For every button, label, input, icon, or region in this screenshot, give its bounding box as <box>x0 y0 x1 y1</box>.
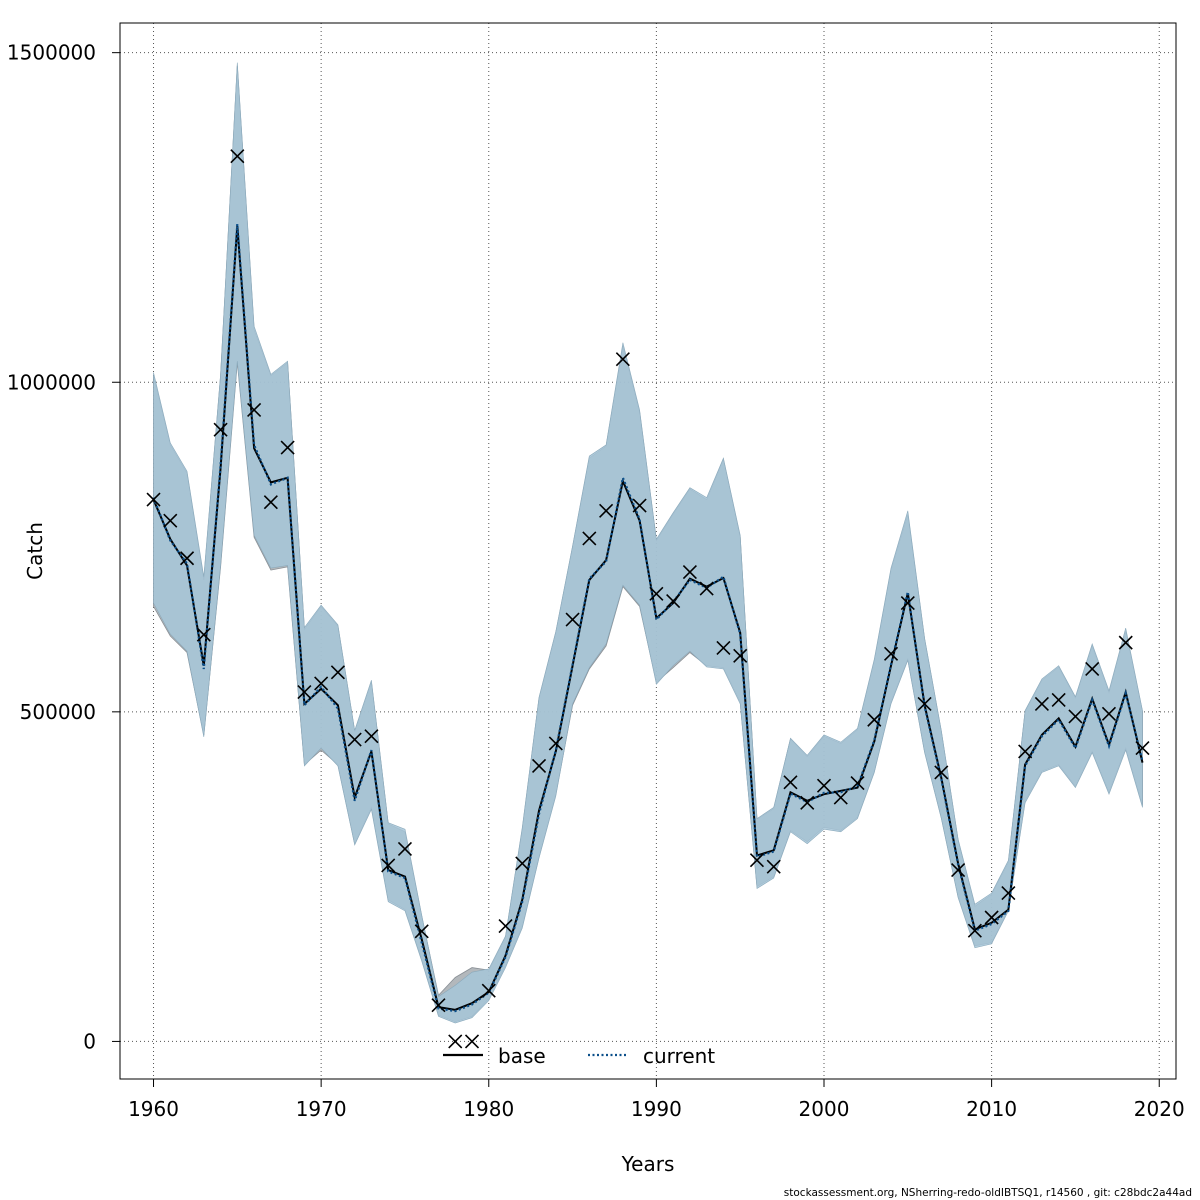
observed-point-2014 <box>1051 692 1066 708</box>
footer-credit: stockassessment.org, NSherring-redo-oldI… <box>784 1187 1192 1199</box>
observed-point-1981 <box>498 919 513 934</box>
x-tick-label-2000: 2000 <box>799 1097 850 1121</box>
observed-point-1992 <box>682 565 697 580</box>
observed-point-1986 <box>582 531 597 546</box>
observed-point-2017 <box>1101 706 1117 721</box>
y-tick-label-500000: 500000 <box>20 700 96 724</box>
observed-point-1993 <box>699 581 714 596</box>
observed-point-1976 <box>414 924 429 939</box>
legend-label-current: current <box>643 1044 715 1068</box>
observed-point-1967 <box>263 495 278 510</box>
observed-point-1999 <box>800 795 815 810</box>
observed-point-2005 <box>900 596 915 611</box>
observed-point-1978 <box>448 1034 463 1049</box>
observed-point-2008 <box>951 862 966 878</box>
x-tick-label-1980: 1980 <box>463 1097 514 1121</box>
observed-point-1962 <box>179 551 195 566</box>
observed-point-1984 <box>548 736 563 751</box>
observed-point-2011 <box>1001 886 1016 901</box>
observed-point-2001 <box>833 790 848 805</box>
observed-point-2016 <box>1085 661 1100 677</box>
observed-point-2000 <box>816 778 832 793</box>
observed-points <box>146 149 1150 1049</box>
x-tick-label-1960: 1960 <box>128 1097 179 1121</box>
observed-point-2003 <box>867 712 882 727</box>
observed-point-2002 <box>850 775 865 791</box>
grid-lines <box>120 23 1176 1079</box>
x-axis-title: Years <box>621 1152 675 1176</box>
observed-point-1977 <box>431 998 446 1013</box>
observed-point-2006 <box>917 696 932 711</box>
observed-point-1971 <box>330 665 345 680</box>
observed-point-2004 <box>883 646 899 661</box>
observed-point-2019 <box>1135 741 1150 756</box>
observed-point-1996 <box>749 853 765 868</box>
y-tick-label-1500000: 1500000 <box>7 41 96 65</box>
x-tick-label-2020: 2020 <box>1134 1097 1185 1121</box>
confidence-bands <box>153 62 1143 1024</box>
observed-point-1980 <box>481 983 496 998</box>
observed-point-1960 <box>146 492 161 507</box>
observed-point-1997 <box>766 859 781 874</box>
observed-point-1965 <box>230 149 245 164</box>
observed-point-2018 <box>1118 635 1133 650</box>
observed-point-1963 <box>196 627 211 642</box>
observed-point-2009 <box>967 923 982 938</box>
legend: base current <box>443 1044 715 1068</box>
observed-point-1969 <box>297 684 312 700</box>
observed-point-1995 <box>733 648 748 663</box>
observed-point-1975 <box>397 841 413 857</box>
observed-point-1973 <box>364 729 379 744</box>
observed-point-2013 <box>1034 696 1049 711</box>
y-axis-title: Catch <box>23 522 47 580</box>
observed-point-1964 <box>213 422 228 437</box>
observed-point-2007 <box>934 765 949 780</box>
x-tick-label-1990: 1990 <box>631 1097 682 1121</box>
observed-point-1970 <box>314 676 329 691</box>
band-current <box>153 62 1143 1024</box>
legend-label-base: base <box>498 1044 546 1068</box>
y-axis: 0 500000 1000000 1500000 <box>7 41 121 1053</box>
observed-point-1988 <box>615 352 630 367</box>
observed-point-2010 <box>984 910 999 925</box>
observed-point-2015 <box>1068 709 1083 724</box>
observed-point-1961 <box>163 513 178 528</box>
observed-point-1974 <box>381 858 396 873</box>
observed-point-1979 <box>464 1034 480 1049</box>
observed-point-1998 <box>783 775 798 790</box>
observed-point-1972 <box>347 732 362 747</box>
x-tick-label-2010: 2010 <box>966 1097 1017 1121</box>
observed-point-1990 <box>649 586 664 601</box>
x-tick-label-1970: 1970 <box>296 1097 347 1121</box>
y-tick-label-0: 0 <box>83 1029 96 1053</box>
observed-point-1994 <box>716 640 731 655</box>
observed-point-1987 <box>599 503 614 518</box>
observed-point-1968 <box>280 440 295 455</box>
observed-point-1982 <box>515 856 530 871</box>
series-line-current <box>152 223 1144 1013</box>
observed-point-1991 <box>666 594 681 609</box>
observed-point-2012 <box>1018 744 1033 759</box>
x-axis: 1960 1970 1980 1990 2000 2010 2020 <box>128 1078 1185 1121</box>
observed-point-1983 <box>531 758 547 773</box>
y-tick-label-1000000: 1000000 <box>7 370 96 394</box>
observed-point-1985 <box>565 612 580 627</box>
observed-point-1966 <box>247 402 262 418</box>
observed-point-1989 <box>632 498 647 513</box>
